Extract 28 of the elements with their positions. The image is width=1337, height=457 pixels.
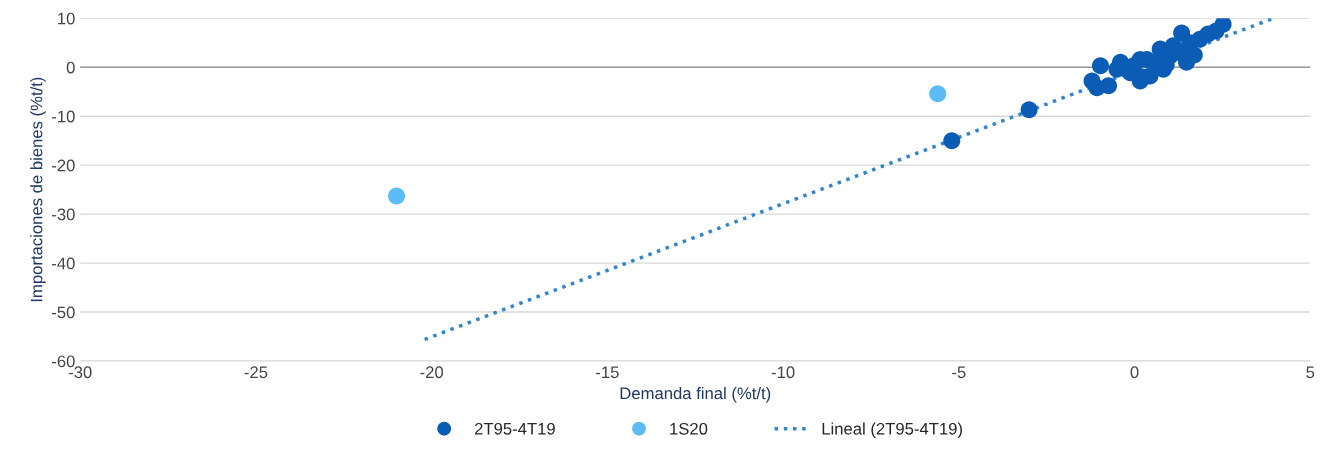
x-tick-label: -25 xyxy=(244,366,268,379)
point xyxy=(1020,101,1038,119)
y-tick-label: -30 xyxy=(52,208,75,221)
legend-label: 2T95-4T19 xyxy=(475,422,555,435)
y-tick-label: 0 xyxy=(66,61,75,74)
point xyxy=(1088,79,1106,97)
x-tick-label: 5 xyxy=(1306,366,1315,379)
y-tick-label: -10 xyxy=(52,110,75,123)
y-axis-title: Importaciones de bienes (%t/t) xyxy=(30,77,46,302)
x-tick-label: -30 xyxy=(68,366,92,379)
point xyxy=(929,85,947,103)
y-tick-label: -60 xyxy=(52,355,75,368)
y-tick-label: -20 xyxy=(52,159,75,172)
y-tick-label: -40 xyxy=(52,257,75,270)
point xyxy=(388,187,406,205)
x-tick-label: -20 xyxy=(420,366,444,379)
legend-label: Lineal (2T95-4T19) xyxy=(822,422,962,438)
legend-label: 1S20 xyxy=(670,422,708,435)
x-tick-label: -10 xyxy=(771,366,795,379)
x-tick-label: 0 xyxy=(1130,366,1139,379)
y-tick-label: -50 xyxy=(52,306,75,319)
point xyxy=(1207,22,1225,40)
point xyxy=(943,132,961,150)
x-tick-label: -15 xyxy=(596,366,619,379)
y-tick-label: 10 xyxy=(58,12,75,25)
x-tick-label: -5 xyxy=(952,366,966,379)
x-axis-title: Demanda final (%t/t) xyxy=(620,386,771,403)
point xyxy=(1091,57,1109,75)
